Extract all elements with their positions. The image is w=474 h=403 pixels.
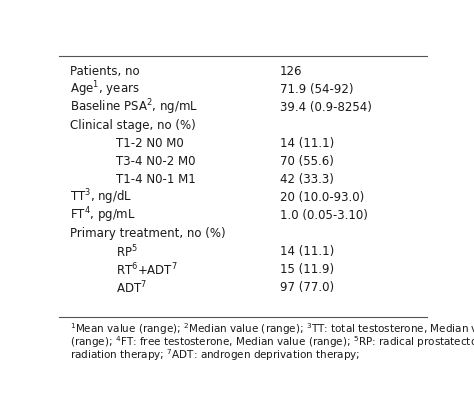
Text: 15 (11.9): 15 (11.9) (280, 263, 334, 276)
Text: 126: 126 (280, 65, 302, 78)
Text: Patients, no: Patients, no (70, 65, 140, 78)
Text: 20 (10.0-93.0): 20 (10.0-93.0) (280, 191, 364, 204)
Text: RT$^6$+ADT$^7$: RT$^6$+ADT$^7$ (116, 261, 178, 278)
Text: 1.0 (0.05-3.10): 1.0 (0.05-3.10) (280, 209, 367, 222)
Text: 42 (33.3): 42 (33.3) (280, 173, 334, 186)
Text: FT$^4$, pg/mL: FT$^4$, pg/mL (70, 206, 136, 225)
Text: 71.9 (54-92): 71.9 (54-92) (280, 83, 353, 96)
Text: 39.4 (0.9-8254): 39.4 (0.9-8254) (280, 101, 372, 114)
Text: radiation therapy; $^7$ADT: androgen deprivation therapy;: radiation therapy; $^7$ADT: androgen dep… (70, 347, 360, 363)
Text: 70 (55.6): 70 (55.6) (280, 155, 334, 168)
Text: RP$^5$: RP$^5$ (116, 243, 138, 260)
Text: $^1$Mean value (range); $^2$Median value (range); $^3$TT: total testosterone, Me: $^1$Mean value (range); $^2$Median value… (70, 322, 474, 337)
Text: Clinical stage, no (%): Clinical stage, no (%) (70, 119, 196, 132)
Text: (range); $^4$FT: free testosterone, Median value (range); $^5$RP: radical prosta: (range); $^4$FT: free testosterone, Medi… (70, 334, 474, 350)
Text: TT$^3$, ng/dL: TT$^3$, ng/dL (70, 188, 133, 208)
Text: T1-2 N0 M0: T1-2 N0 M0 (116, 137, 184, 150)
Text: 14 (11.1): 14 (11.1) (280, 245, 334, 258)
Text: Baseline PSA$^2$, ng/mL: Baseline PSA$^2$, ng/mL (70, 98, 198, 117)
Text: T3-4 N0-2 M0: T3-4 N0-2 M0 (116, 155, 196, 168)
Text: Age$^1$, years: Age$^1$, years (70, 80, 140, 100)
Text: ADT$^7$: ADT$^7$ (116, 279, 147, 296)
Text: T1-4 N0-1 M1: T1-4 N0-1 M1 (116, 173, 196, 186)
Text: 14 (11.1): 14 (11.1) (280, 137, 334, 150)
Text: Primary treatment, no (%): Primary treatment, no (%) (70, 227, 226, 240)
Text: 97 (77.0): 97 (77.0) (280, 281, 334, 294)
